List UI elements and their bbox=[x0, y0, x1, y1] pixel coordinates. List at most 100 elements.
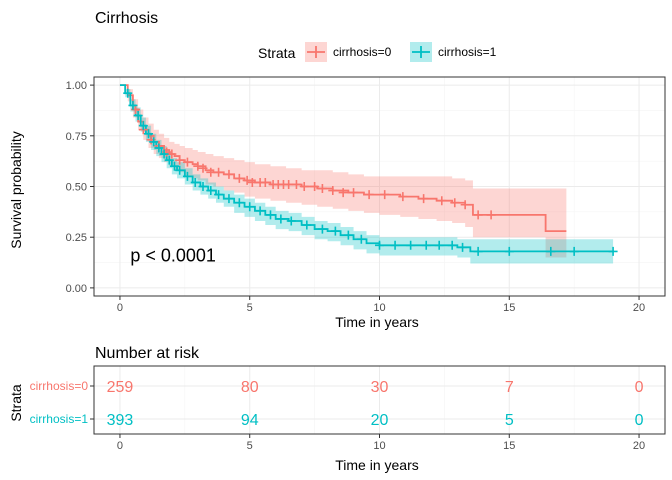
censor-mark bbox=[504, 246, 514, 256]
y-tick-label: 1.00 bbox=[66, 80, 87, 92]
censor-mark bbox=[224, 169, 234, 179]
censor-mark bbox=[406, 240, 416, 250]
x-tick-label: 20 bbox=[633, 302, 645, 314]
risk-count: 5 bbox=[505, 412, 514, 429]
p-value-annotation: p < 0.0001 bbox=[130, 246, 216, 266]
legend-label: cirrhosis=0 bbox=[333, 45, 392, 59]
censor-mark bbox=[175, 165, 185, 175]
y-axis-title: Survival probability bbox=[8, 131, 24, 249]
censor-mark bbox=[198, 163, 208, 173]
censor-mark bbox=[133, 111, 143, 121]
risk-count: 0 bbox=[635, 379, 644, 396]
censor-mark bbox=[276, 214, 286, 224]
censor-mark bbox=[398, 192, 408, 202]
legend-label: cirrhosis=1 bbox=[438, 45, 497, 59]
risk-x-tick-label: 10 bbox=[373, 440, 385, 452]
censor-mark bbox=[380, 190, 390, 200]
censor-mark bbox=[546, 246, 556, 256]
censor-mark bbox=[193, 161, 203, 171]
censor-mark bbox=[169, 161, 179, 171]
censor-mark bbox=[390, 240, 400, 250]
censor-mark bbox=[224, 194, 234, 204]
censor-mark bbox=[338, 188, 348, 198]
censor-mark bbox=[299, 182, 309, 191]
censor-mark bbox=[447, 240, 457, 250]
censor-mark bbox=[234, 198, 244, 208]
censor-mark bbox=[349, 188, 359, 198]
y-tick-label: 0.00 bbox=[66, 283, 87, 295]
censor-mark bbox=[486, 210, 496, 220]
legend-key-symbol bbox=[307, 46, 325, 58]
censor-mark bbox=[214, 190, 224, 200]
legend-title: Strata bbox=[258, 45, 296, 61]
chart-title: Cirrhosis bbox=[95, 10, 158, 27]
risk-count: 7 bbox=[505, 379, 514, 396]
censor-mark bbox=[608, 246, 618, 256]
censor-mark bbox=[328, 186, 338, 196]
risk-table-title: Number at risk bbox=[95, 345, 200, 362]
censor-mark bbox=[123, 88, 133, 98]
x-tick-label: 5 bbox=[247, 302, 253, 314]
censor-mark bbox=[164, 155, 174, 165]
censor-mark bbox=[247, 177, 257, 187]
censor-mark bbox=[419, 194, 429, 204]
censor-mark bbox=[255, 206, 265, 216]
censor-mark bbox=[198, 182, 208, 191]
censor-mark bbox=[154, 143, 164, 153]
legend-key-symbol bbox=[412, 46, 430, 58]
censor-mark bbox=[569, 246, 579, 256]
censor-mark bbox=[291, 179, 301, 189]
censor-mark bbox=[234, 173, 244, 183]
risk-x-tick-label: 0 bbox=[117, 440, 123, 452]
legend-entry-1: cirrhosis=1 bbox=[410, 42, 497, 62]
censor-mark bbox=[175, 155, 185, 165]
censor-mark bbox=[364, 190, 374, 200]
censor-mark bbox=[242, 175, 252, 185]
risk-strata-label: cirrhosis=1 bbox=[30, 412, 89, 426]
x-tick-label: 15 bbox=[503, 302, 515, 314]
censor-mark bbox=[356, 234, 366, 244]
censor-mark bbox=[182, 171, 192, 181]
risk-count: 393 bbox=[107, 412, 134, 429]
confidence-band-0 bbox=[119, 85, 567, 258]
legend-entry-0: cirrhosis=0 bbox=[305, 42, 392, 62]
confidence-band-1 bbox=[119, 85, 614, 264]
x-tick-label: 10 bbox=[373, 302, 385, 314]
censor-mark bbox=[138, 121, 148, 131]
censor-mark bbox=[260, 177, 270, 187]
risk-count: 80 bbox=[241, 379, 259, 396]
censor-mark bbox=[450, 198, 460, 208]
x-tick-label: 0 bbox=[117, 302, 123, 314]
censor-mark bbox=[434, 240, 444, 250]
risk-x-tick-label: 15 bbox=[503, 440, 515, 452]
censor-mark bbox=[284, 179, 294, 189]
censor-mark bbox=[375, 240, 384, 250]
risk-y-axis-title: Strata bbox=[8, 384, 24, 422]
risk-strata-label: cirrhosis=0 bbox=[30, 379, 89, 393]
legend: Strata cirrhosis=0 cirrhosis=1 bbox=[258, 42, 497, 62]
risk-x-tick-label: 5 bbox=[247, 440, 253, 452]
censor-mark bbox=[190, 177, 200, 187]
y-tick-label: 0.50 bbox=[66, 182, 87, 194]
censor-mark bbox=[460, 200, 470, 210]
y-tick-label: 0.75 bbox=[66, 131, 87, 143]
censor-mark bbox=[167, 149, 177, 159]
risk-x-axis-title: Time in years bbox=[335, 457, 419, 473]
x-axis-title: Time in years bbox=[335, 314, 419, 330]
censor-mark bbox=[473, 246, 483, 256]
censor-mark bbox=[421, 240, 431, 250]
risk-table-panel: 259 80 30 7 0 393 94 20 5 0 0 5 10 15 20 cirrhosis=0 c… bbox=[30, 365, 666, 452]
risk-count: 94 bbox=[241, 412, 259, 429]
censor-mark bbox=[128, 100, 138, 110]
risk-count: 20 bbox=[371, 412, 389, 429]
risk-count: 30 bbox=[371, 379, 389, 396]
censor-mark bbox=[343, 230, 353, 240]
censor-mark bbox=[302, 220, 312, 230]
risk-count: 259 bbox=[107, 379, 134, 396]
censor-mark bbox=[317, 184, 327, 194]
risk-count: 0 bbox=[635, 412, 644, 429]
censor-mark bbox=[330, 226, 340, 236]
risk-x-tick-label: 20 bbox=[633, 440, 645, 452]
y-tick-label: 0.25 bbox=[66, 232, 87, 244]
